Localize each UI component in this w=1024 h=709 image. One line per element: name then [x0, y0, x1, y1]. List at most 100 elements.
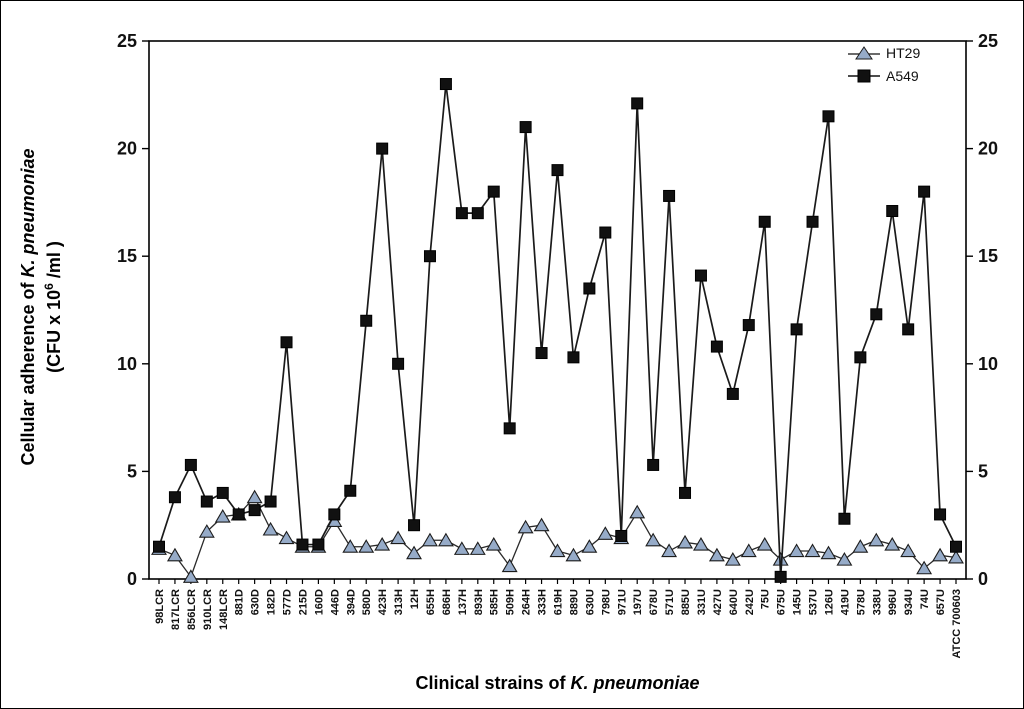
marker	[376, 142, 389, 155]
x-tick-label: 145U	[792, 589, 804, 615]
y-axis-title: Cellular adherence of K. pneumoniae (CFU…	[15, 148, 67, 465]
marker	[551, 164, 564, 177]
marker	[870, 308, 883, 321]
y-tick-label-right: 25	[978, 31, 998, 51]
x-tick-label: 893H	[473, 589, 485, 615]
x-tick-label: 75U	[760, 589, 772, 609]
marker	[469, 541, 486, 555]
marker	[742, 319, 755, 332]
marker	[694, 269, 707, 282]
marker	[168, 491, 181, 504]
y-tick-label: 25	[117, 31, 137, 51]
x-tick-label: 419U	[839, 589, 851, 615]
marker	[661, 543, 678, 558]
marker	[535, 347, 548, 360]
series-line	[158, 83, 957, 578]
x-tick-label: 996U	[887, 589, 899, 615]
x-tick-label: 126U	[823, 589, 835, 615]
x-tick-label: 571U	[664, 589, 676, 615]
y-tick-label-right: 0	[978, 569, 988, 589]
marker	[950, 540, 962, 553]
x-tick-label: 657U	[935, 589, 947, 615]
marker	[918, 185, 931, 198]
x-tick-label: 338U	[871, 589, 883, 615]
marker	[565, 547, 582, 562]
marker	[724, 552, 741, 566]
marker	[838, 512, 851, 525]
x-tick-label: 394D	[345, 589, 357, 615]
marker	[806, 215, 819, 228]
marker	[248, 504, 261, 517]
marker	[312, 538, 325, 551]
legend-label-a549: A549	[886, 68, 919, 84]
y-tick-label: 0	[127, 569, 137, 589]
x-tick-label: 640U	[728, 589, 740, 615]
x-tick-label: 333H	[537, 589, 549, 615]
y-tick-label: 20	[117, 139, 137, 159]
x-tick-label: 12H	[409, 589, 421, 609]
x-axis-title: Clinical strains of K. pneumoniae	[415, 673, 700, 693]
x-tick-label: 910LCR	[202, 589, 214, 630]
marker	[232, 508, 245, 521]
marker	[677, 534, 693, 549]
marker	[153, 540, 165, 553]
marker	[663, 189, 676, 202]
x-tick-label: 971U	[616, 589, 628, 615]
marker	[629, 504, 646, 519]
marker	[374, 536, 391, 551]
x-tick-label: 630U	[584, 589, 596, 615]
x-tick-label: 885U	[680, 589, 692, 615]
marker	[166, 547, 183, 562]
marker	[631, 97, 644, 110]
marker	[902, 323, 915, 336]
marker	[262, 521, 279, 536]
x-tick-label: ATCC 700603	[951, 589, 963, 659]
marker	[597, 526, 614, 540]
y-tick-label-right: 20	[978, 139, 998, 159]
marker	[900, 543, 917, 558]
x-tick-label: 630D	[250, 589, 262, 615]
marker	[726, 387, 739, 400]
marker	[182, 569, 199, 583]
x-tick-label: 856LCR	[186, 589, 198, 630]
marker	[392, 357, 405, 370]
x-tick-label: 678U	[648, 589, 660, 615]
marker	[519, 121, 532, 134]
marker	[708, 547, 725, 562]
x-tick-label: 313H	[393, 589, 405, 615]
marker	[932, 547, 949, 562]
marker	[916, 560, 933, 575]
marker	[360, 314, 373, 327]
marker	[868, 532, 885, 547]
marker	[774, 570, 787, 583]
marker	[423, 250, 436, 263]
marker	[278, 530, 295, 545]
marker	[693, 536, 709, 551]
marker	[390, 530, 407, 545]
x-tick-label: 264H	[521, 589, 533, 615]
marker	[214, 509, 231, 523]
marker	[583, 282, 596, 295]
y-tick-label: 10	[117, 354, 137, 374]
marker	[344, 484, 357, 497]
marker	[710, 340, 723, 353]
marker	[406, 545, 422, 560]
x-tick-label: 578U	[855, 589, 867, 615]
x-tick-label: 98LCR	[154, 589, 166, 624]
x-tick-label: 817LCR	[170, 589, 182, 630]
marker	[740, 543, 757, 558]
marker	[756, 536, 773, 551]
x-tick-label: 427U	[712, 589, 724, 615]
y-axis-title-line2: (CFU x 106 /ml )	[42, 241, 64, 373]
y-tick-label: 5	[127, 461, 137, 481]
marker	[358, 539, 375, 553]
y-tick-label-right: 15	[978, 246, 998, 266]
marker	[884, 536, 901, 551]
marker	[948, 549, 964, 564]
legend-item-a549: A549	[846, 68, 920, 84]
x-tick-label: 423H	[377, 589, 389, 615]
marker	[408, 519, 421, 532]
x-axis-ticks: 98LCR 817LCR 856LCR 910LCR 148LCR 881D 630D 182…	[154, 579, 963, 659]
